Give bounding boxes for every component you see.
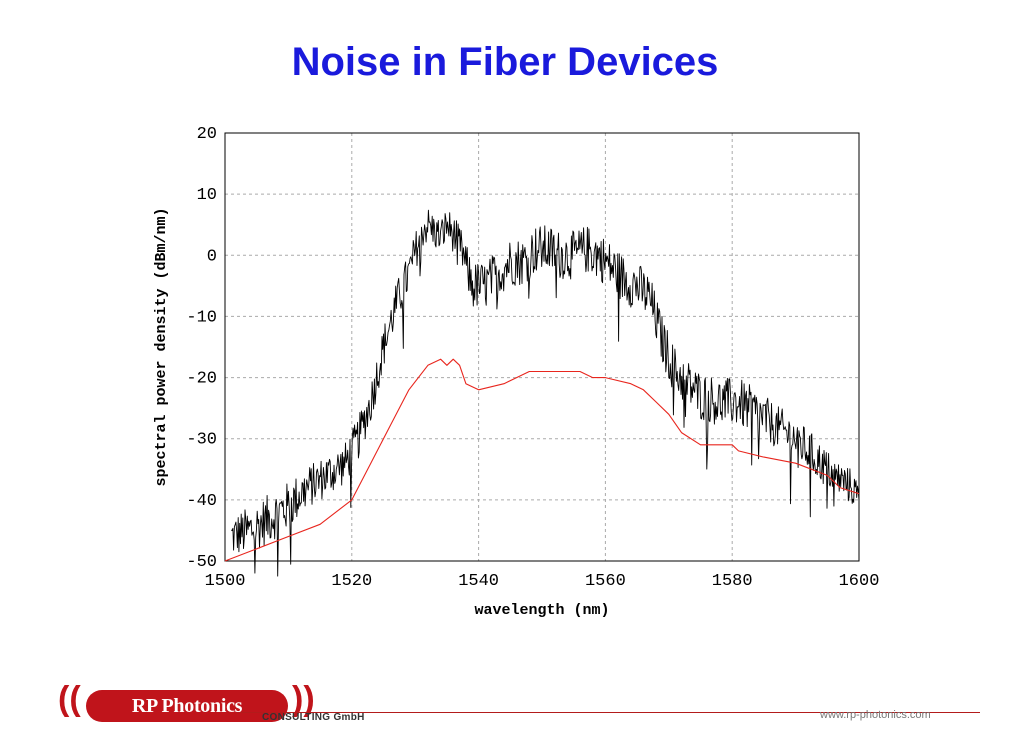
x-tick-label: 1520 [331, 572, 372, 591]
y-tick-label: 0 [207, 247, 217, 266]
y-tick-label: -40 [186, 492, 217, 511]
x-tick-label: 1540 [458, 572, 499, 591]
footer-divider [236, 712, 980, 713]
logo-text: RP Photonics [86, 690, 288, 722]
chart-series [224, 209, 860, 577]
x-tick-label: 1600 [839, 572, 880, 591]
y-tick-label: 20 [197, 125, 217, 144]
chart-grid [225, 133, 859, 561]
y-tick-label: -20 [186, 370, 217, 389]
y-axis-label: spectral power density (dBm/nm) [153, 207, 170, 486]
series-line-noisy [231, 209, 860, 577]
x-tick-label: 1560 [585, 572, 626, 591]
y-tick-label: 10 [197, 186, 217, 205]
x-axis-label: wavelength (nm) [474, 602, 609, 619]
y-tick-label: -50 [186, 553, 217, 572]
chart-ticks: 1500 1520 1540 1560 1580 1600 -50 -40 -30 -20 -10 0… [186, 125, 879, 591]
y-tick-label: -10 [186, 308, 217, 327]
plot-frame [224, 132, 860, 562]
slide-title: Noise in Fiber Devices [291, 40, 719, 84]
series-line-smooth [224, 358, 860, 562]
x-tick-label: 1500 [205, 572, 246, 591]
x-tick-label: 1580 [712, 572, 753, 591]
consulting-text: CONSULTING GmbH [262, 712, 365, 723]
website-text: www.rp-photonics.com [820, 709, 931, 721]
y-tick-label: -30 [186, 431, 217, 450]
